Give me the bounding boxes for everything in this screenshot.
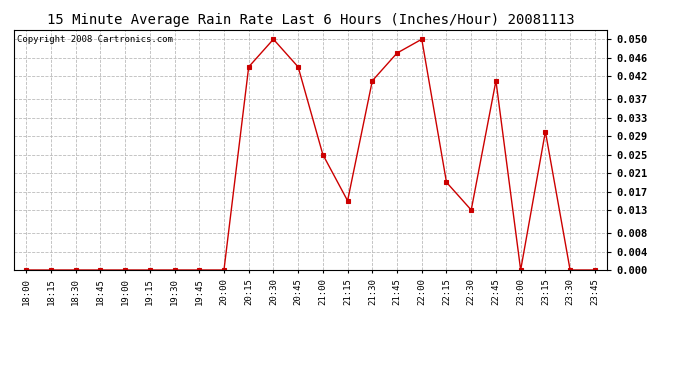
- Title: 15 Minute Average Rain Rate Last 6 Hours (Inches/Hour) 20081113: 15 Minute Average Rain Rate Last 6 Hours…: [47, 13, 574, 27]
- Text: Copyright 2008 Cartronics.com: Copyright 2008 Cartronics.com: [17, 35, 172, 44]
